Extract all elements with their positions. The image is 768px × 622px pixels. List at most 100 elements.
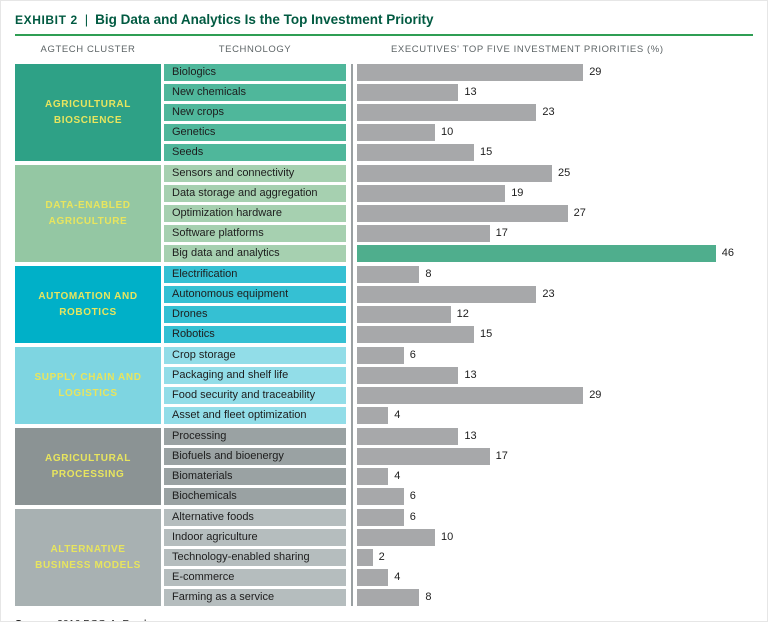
cluster-section: AGRICULTURAL BIOSCIENCE Biologics New chem… [15,64,753,161]
title-divider-rule [15,34,753,36]
technology-row: E-commerce [164,569,346,586]
bar-row: 8 [349,266,753,283]
bar [357,407,389,424]
column-header-agtech-cluster: AGTECH CLUSTER [40,44,136,55]
bar-value-label: 13 [464,86,477,98]
bar [357,448,490,465]
bar [357,306,451,323]
cluster-label: AGRICULTURAL PROCESSING [45,453,131,480]
technology-column: Sensors and connectivity Data storage and… [164,165,346,262]
source-label: Source: [15,618,54,621]
bar-value-label: 8 [425,268,432,280]
bar [357,549,373,566]
technology-row: Biofuels and bioenergy [164,448,346,465]
bar [357,205,568,222]
exhibit-number-label: EXHIBIT 2 [15,13,78,27]
cluster-block: AGRICULTURAL PROCESSING [15,428,161,505]
bar-value-label: 27 [573,207,586,219]
cluster-block: DATA-ENABLED AGRICULTURE [15,165,161,262]
bar [357,569,389,586]
bar-chart: AGRICULTURAL BIOSCIENCE Biologics New chem… [15,64,753,606]
bar-value-label: 29 [589,389,602,401]
bar [357,326,474,343]
bar [357,64,584,81]
cluster-label: DATA-ENABLED AGRICULTURE [45,200,131,227]
bars-column: 6 10 2 4 8 [349,509,753,606]
cluster-block: AUTOMATION AND ROBOTICS [15,266,161,343]
bar-value-label: 17 [495,450,508,462]
technology-row: Optimization hardware [164,205,346,222]
bar-value-label: 8 [425,591,432,603]
technology-row: Sensors and connectivity [164,165,346,182]
cluster-block: AGRICULTURAL BIOSCIENCE [15,64,161,161]
bar [357,104,537,121]
technology-row: Software platforms [164,225,346,242]
technology-column: Biologics New chemicals New crops Genetics S… [164,64,346,161]
technology-row: Data storage and aggregation [164,185,346,202]
bar-row: 23 [349,104,753,121]
bar [357,347,404,364]
bar-value-label: 19 [511,187,524,199]
technology-row: Electrification [164,266,346,283]
technology-column: Electrification Autonomous equipment Drone… [164,266,346,343]
technology-row: Processing [164,428,346,445]
page-title: Big Data and Analytics Is the Top Invest… [95,12,434,27]
bar-row: 2 [349,549,753,566]
technology-column: Alternative foods Indoor agriculture Techn… [164,509,346,606]
cluster-section: AGRICULTURAL PROCESSING Processing Biofuel… [15,428,753,505]
bar [357,509,404,526]
bar-row: 6 [349,347,753,364]
column-header-technology: TECHNOLOGY [218,44,292,55]
technology-row: Biochemicals [164,488,346,505]
bar-value-label: 25 [558,167,571,179]
bar-row: 6 [349,509,753,526]
bar-value-label: 4 [394,409,401,421]
technology-row: Farming as a service [164,589,346,606]
bar-row: 4 [349,569,753,586]
source-text: 2016 BCG-AgFunder survey. [57,618,192,621]
technology-row: Biomaterials [164,468,346,485]
technology-row: Drones [164,306,346,323]
bars-column: 25 19 27 17 46 [349,165,753,262]
bar-value-label: 4 [394,571,401,583]
bar [357,225,490,242]
bar [357,165,552,182]
cluster-section: SUPPLY CHAIN AND LOGISTICS Crop storage Pa… [15,347,753,424]
bar [357,468,389,485]
bar-value-label: 23 [542,106,555,118]
technology-row: Crop storage [164,347,346,364]
bar-row: 6 [349,488,753,505]
bar-value-label: 46 [721,247,735,259]
bar-value-label: 6 [409,349,416,361]
bar-value-label: 6 [409,490,416,502]
bar-value-label: 17 [495,227,508,239]
bar-value-label: 10 [441,126,454,138]
bar [357,529,435,546]
source-note: Source: 2016 BCG-AgFunder survey. [15,618,753,621]
technology-row: New crops [164,104,346,121]
bar [357,266,420,283]
cluster-label: AUTOMATION AND ROBOTICS [38,291,138,318]
technology-row: Alternative foods [164,509,346,526]
cluster-section: ALTERNATIVE BUSINESS MODELS Alternative f… [15,509,753,606]
bar-row: 17 [349,225,753,242]
bar-value-label: 4 [394,470,401,482]
bar-row: 29 [349,387,753,404]
bars-column: 8 23 12 15 [349,266,753,343]
bar-row: 10 [349,529,753,546]
bar-value-label: 6 [409,511,416,523]
cluster-label: ALTERNATIVE BUSINESS MODELS [35,544,141,571]
bar-row: 17 [349,448,753,465]
bar [357,488,404,505]
cluster-label: AGRICULTURAL BIOSCIENCE [45,99,131,126]
exhibit-header: EXHIBIT 2 | Big Data and Analytics Is th… [15,12,753,27]
bar-value-label: 15 [480,146,493,158]
bar-value-label: 10 [441,531,454,543]
bar-row: 23 [349,286,753,303]
cluster-label: SUPPLY CHAIN AND LOGISTICS [34,372,142,399]
technology-row: Packaging and shelf life [164,367,346,384]
bar-value-label: 23 [542,288,555,300]
bar-row: 10 [349,124,753,141]
bar [357,185,506,202]
